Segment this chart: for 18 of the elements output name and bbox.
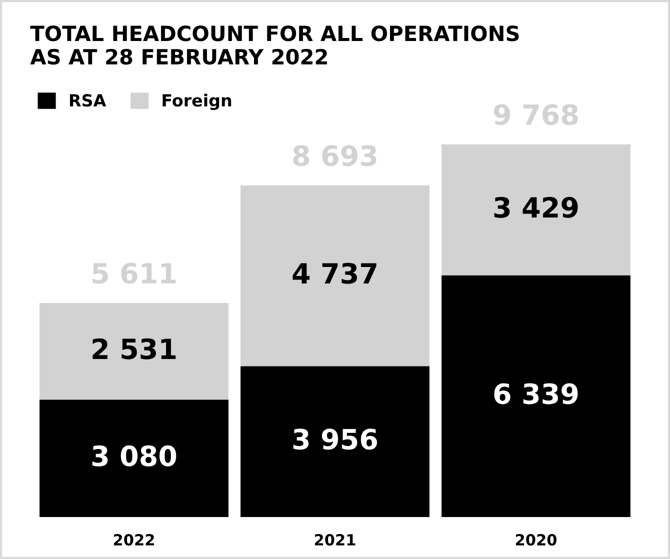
data-label: 2 531 xyxy=(92,338,176,360)
chart-title: TOTAL HEADCOUNT FOR ALL OPERATIONS AS AT 28 FEBRUARY 2022 xyxy=(30,26,519,65)
x-tick-label: 2021 xyxy=(314,534,356,546)
bar xyxy=(40,303,228,400)
legend-label: Foreign xyxy=(162,94,232,110)
data-label: 3 429 xyxy=(494,196,578,218)
data-label: 3 956 xyxy=(293,428,377,450)
bar xyxy=(442,275,630,518)
data-label: 4 737 xyxy=(292,262,376,284)
x-tick-label: 2022 xyxy=(114,534,154,546)
bar xyxy=(442,144,630,276)
data-label: 6 339 xyxy=(494,383,578,404)
bar xyxy=(40,400,228,518)
x-tick-label: 2020 xyxy=(516,534,557,546)
data-label: 3 080 xyxy=(92,445,176,466)
bar xyxy=(240,185,430,366)
legend-label: RSA xyxy=(70,94,106,107)
bar xyxy=(240,366,430,518)
